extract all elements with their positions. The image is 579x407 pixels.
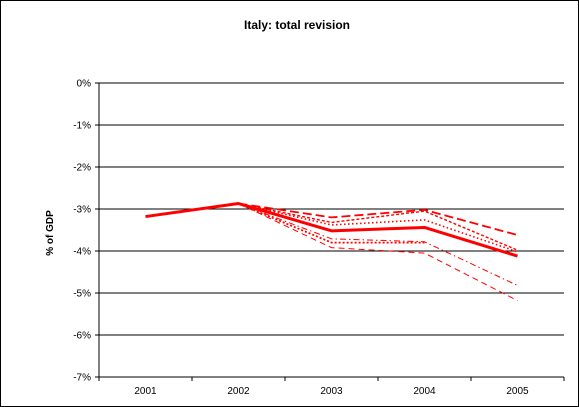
chart-title: Italy: total revision bbox=[244, 18, 350, 32]
x-tick-label: 2003 bbox=[320, 386, 343, 397]
y-tick-label: -7% bbox=[73, 373, 91, 384]
y-tick-label: -3% bbox=[73, 205, 91, 216]
y-tick-label: -4% bbox=[73, 247, 91, 258]
x-tick-label: 2002 bbox=[227, 386, 250, 397]
y-tick-label: -2% bbox=[73, 163, 91, 174]
series-line-long-dash bbox=[238, 202, 518, 236]
axes bbox=[95, 82, 565, 381]
x-tick-label: 2001 bbox=[134, 386, 157, 397]
x-tick-label: 2005 bbox=[506, 386, 529, 397]
series-lines bbox=[145, 202, 518, 302]
y-tick-label: -6% bbox=[73, 331, 91, 342]
series-line-solid-thick bbox=[145, 202, 518, 258]
y-tick-label: 0% bbox=[77, 79, 92, 90]
x-tick-label: 2004 bbox=[413, 386, 436, 397]
y-axis-label: % of GDP bbox=[45, 210, 56, 256]
y-tick-label: -1% bbox=[73, 121, 91, 132]
series-line-dotted-fine bbox=[238, 202, 425, 244]
series-line-medium-dash bbox=[238, 203, 518, 302]
series-line-dash-dot bbox=[238, 203, 518, 286]
series-line-dense-dash bbox=[238, 202, 518, 251]
gridlines bbox=[99, 82, 564, 336]
y-tick-label: -5% bbox=[73, 289, 91, 300]
tick-labels: 0% -1% -2% -3% -4% -5% -6% -7% 2001 2002 2003 2004 2… bbox=[73, 79, 529, 398]
